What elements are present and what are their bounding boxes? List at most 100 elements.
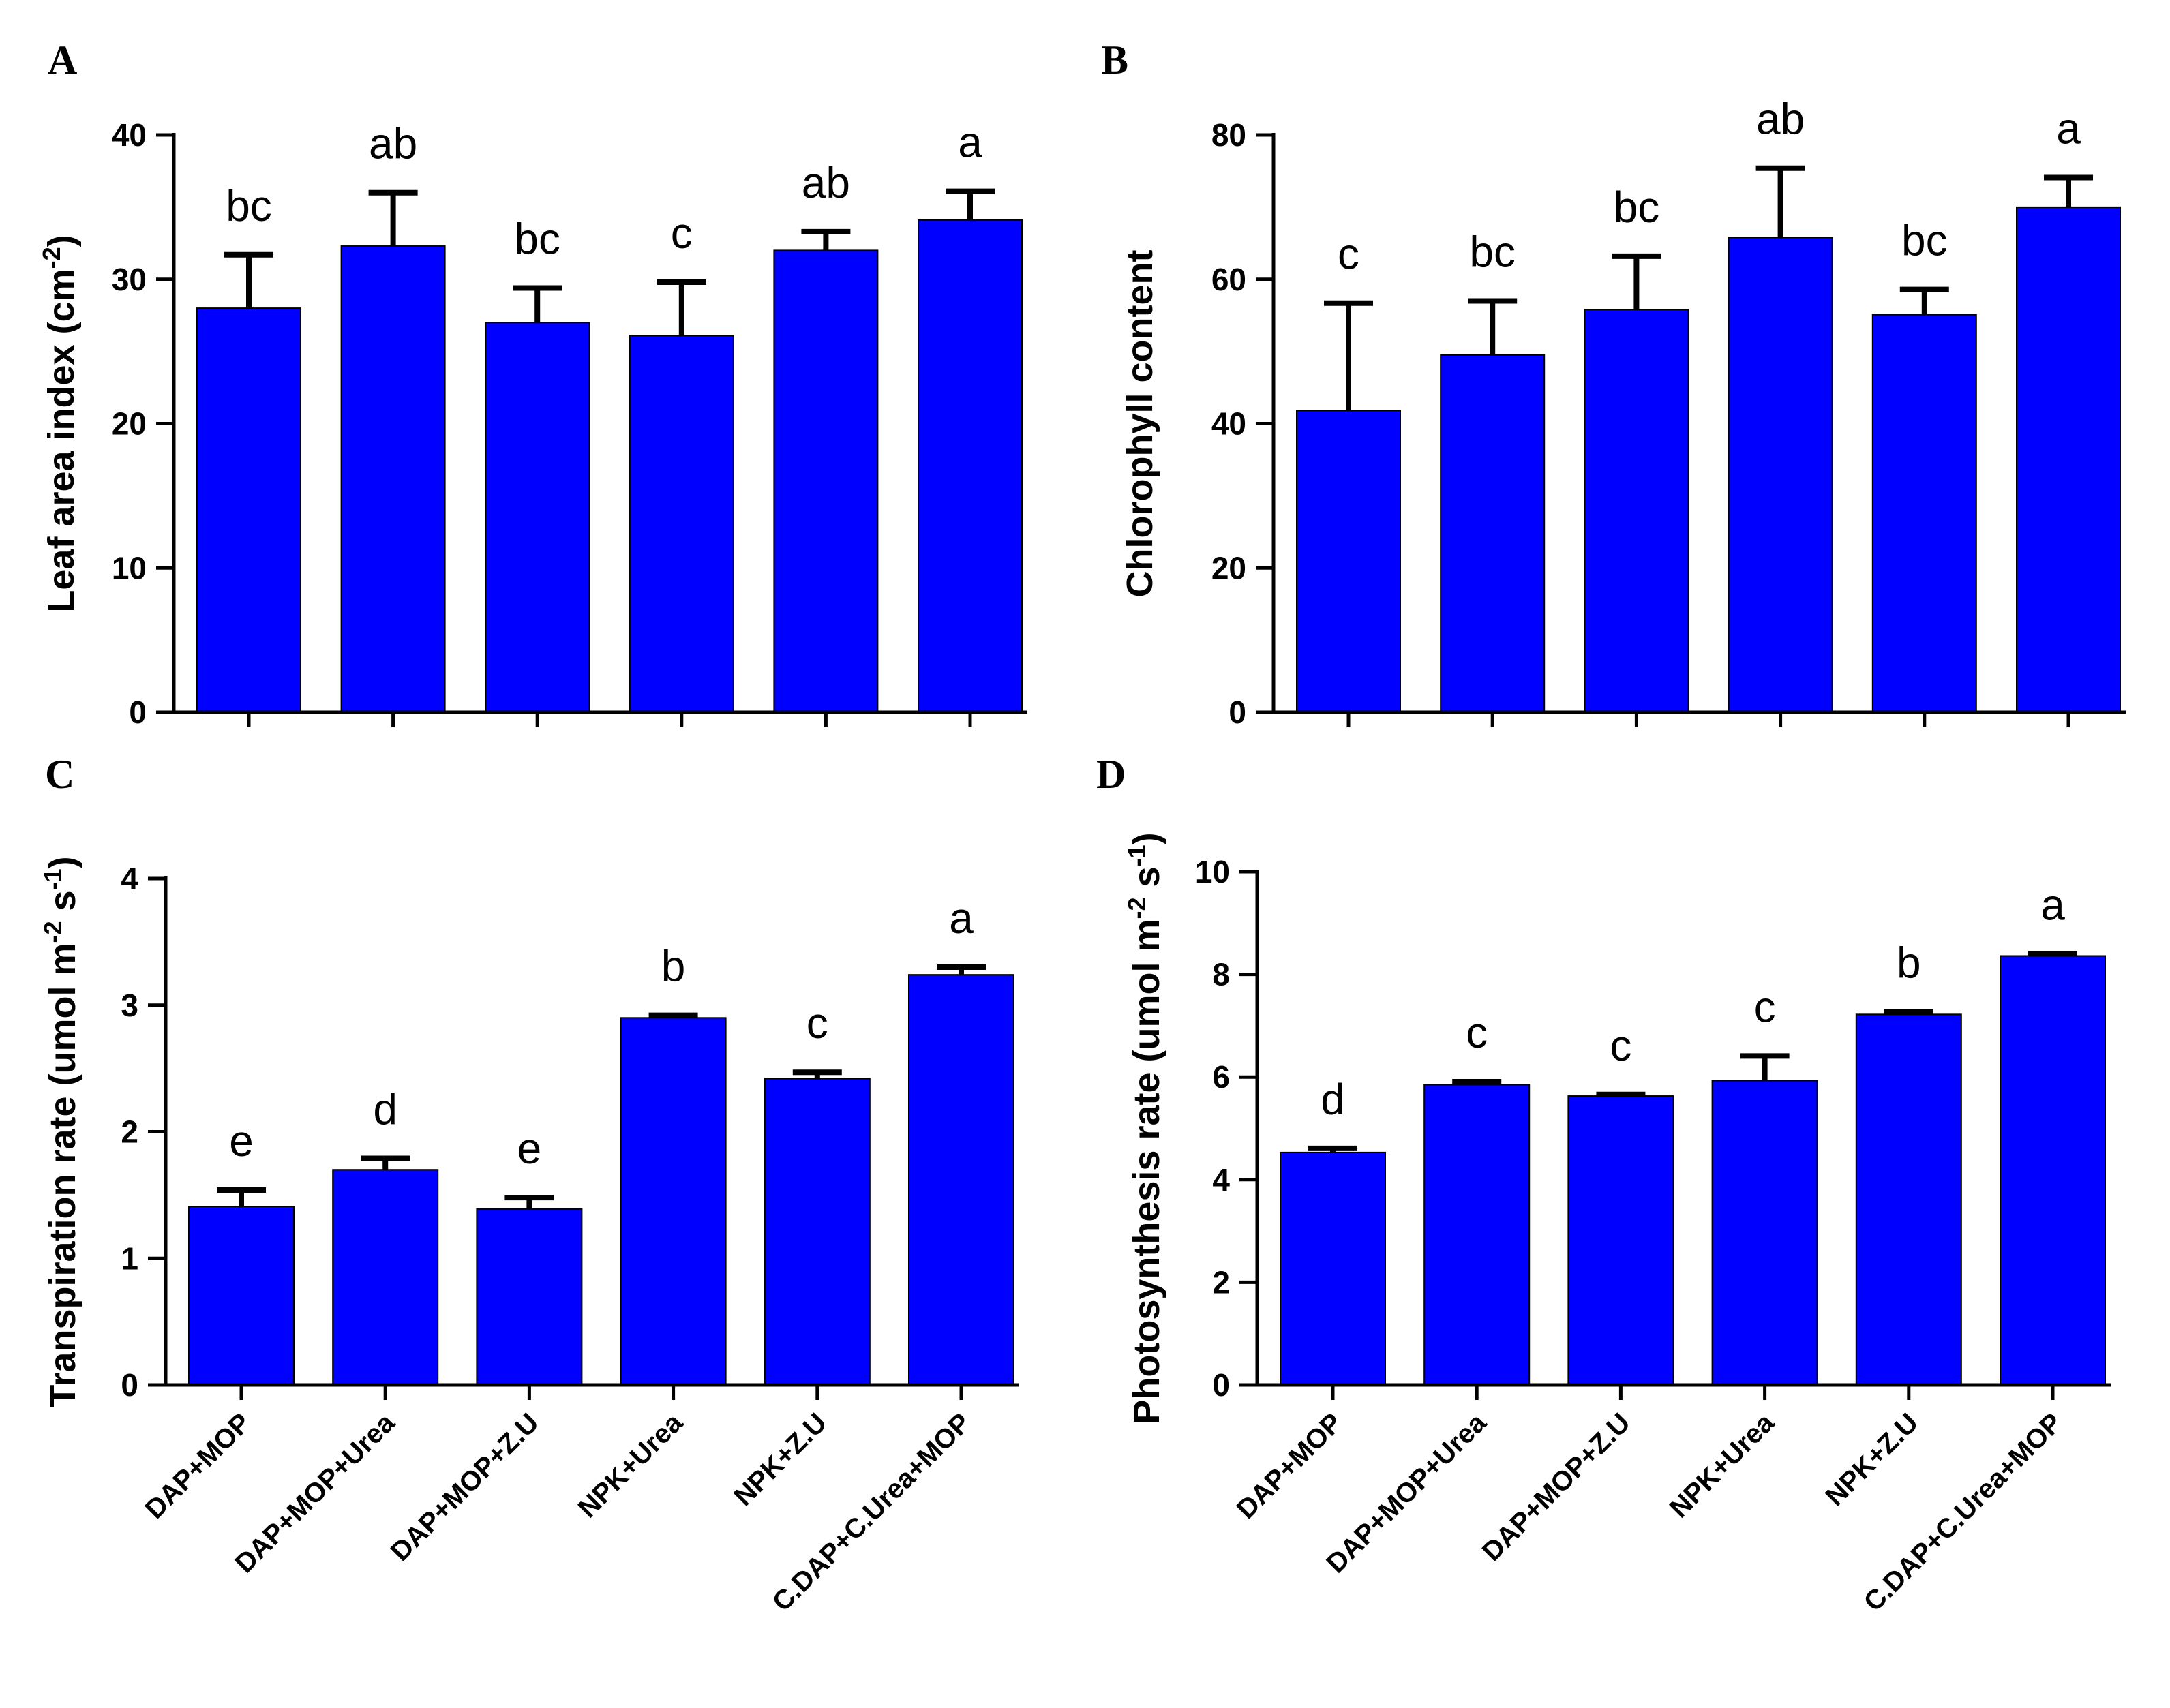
figure: Abcabbc caba010203040Leaf area index (cm-… xyxy=(0,0,2170,1708)
y-tick-label: 20 xyxy=(1211,550,1246,585)
significance-letter: e xyxy=(229,1116,254,1165)
category-label: DAP+MOP+Urea xyxy=(1321,1407,1492,1579)
category-label: DAP+MOP+Urea xyxy=(229,1407,401,1579)
y-tick-label: 2 xyxy=(1212,1264,1230,1300)
panel-A: Abc ab bc c ab a 0 10 20 30 40 Leaf area index (cm-… xyxy=(37,37,1028,730)
category-label: NPK+Urea xyxy=(1664,1407,1781,1524)
significance-letter: a xyxy=(949,894,974,943)
bar xyxy=(189,1206,294,1385)
bar xyxy=(477,1209,582,1385)
significance-letter: bc xyxy=(1469,228,1516,277)
bar xyxy=(2000,956,2105,1385)
y-tick-label: 60 xyxy=(1211,262,1246,297)
y-axis-title: Transpiration rate (umol m-2 s-1) xyxy=(39,856,84,1407)
significance-letter: d xyxy=(1321,1075,1345,1124)
bar xyxy=(1297,410,1400,712)
y-tick-label: 1 xyxy=(121,1240,138,1276)
y-tick-label: 4 xyxy=(121,861,138,896)
y-axis-title-part: Chlorophyll content xyxy=(1119,249,1160,597)
significance-letter: a xyxy=(2056,104,2081,153)
y-tick-label: 40 xyxy=(112,117,147,153)
significance-letter: d xyxy=(373,1085,397,1134)
panel-B: Bc bc bc ab bc a 0 20 40 60 80 Chlorophyll content xyxy=(1101,37,2126,730)
significance-letter: b xyxy=(661,942,686,991)
y-tick-label: 0 xyxy=(129,695,147,730)
bar xyxy=(1568,1096,1673,1385)
category-label: DAP+MOP xyxy=(1231,1407,1348,1525)
y-tick-label: 3 xyxy=(121,988,138,1023)
panel-D: Dd c c c b a 0 2 4 6 8 10 DAP+MOPDAP+MOP+UreaDAP+MOP… xyxy=(1096,752,2111,1617)
significance-letter: bc xyxy=(514,214,560,263)
y-tick-label: 4 xyxy=(1212,1162,1230,1198)
panel-letter: B xyxy=(1101,37,1128,82)
significance-letter: c xyxy=(807,998,828,1048)
y-axis-title-part: Leaf area index (cm xyxy=(41,269,82,612)
y-tick-label: 20 xyxy=(112,406,147,442)
y-axis-title-part: Photosynthesis rate (umol m xyxy=(1126,919,1167,1424)
y-axis-title-part: Transpiration rate (umol m xyxy=(42,943,83,1407)
category-label: NPK+Z.U xyxy=(728,1407,832,1512)
bar xyxy=(1441,355,1544,712)
bar xyxy=(1713,1080,1818,1385)
bar xyxy=(1873,315,1976,712)
y-tick-label: 0 xyxy=(121,1367,138,1403)
bar xyxy=(197,308,301,712)
y-axis-title-part: ) xyxy=(41,234,82,247)
significance-letter: ab xyxy=(369,119,417,168)
y-axis-title-part: ) xyxy=(1126,832,1167,844)
category-label: NPK+Z.U xyxy=(1820,1407,1924,1512)
bar xyxy=(918,220,1022,712)
y-tick-label: 2 xyxy=(121,1114,138,1150)
y-axis-title-part: s xyxy=(1126,866,1167,897)
significance-letter: bc xyxy=(1614,183,1660,232)
significance-letter: a xyxy=(958,118,982,167)
panel-letter: D xyxy=(1096,752,1126,797)
significance-letter: c xyxy=(671,209,693,258)
bar xyxy=(774,250,877,712)
y-axis-title-superscript: -2 xyxy=(1123,897,1151,919)
y-axis-title: Chlorophyll content xyxy=(1119,249,1160,597)
panel-letter: C xyxy=(45,752,74,797)
y-tick-label: 0 xyxy=(1212,1367,1230,1403)
bar xyxy=(1424,1084,1529,1385)
y-axis-title-superscript: -1 xyxy=(1123,844,1151,866)
y-tick-label: 80 xyxy=(1211,117,1246,153)
y-tick-label: 0 xyxy=(1229,695,1246,730)
category-label: DAP+MOP+Z.U xyxy=(1477,1407,1636,1567)
y-axis-title-part: ) xyxy=(42,856,83,868)
panel-letter: A xyxy=(48,37,77,82)
bar xyxy=(1856,1014,1961,1385)
bar xyxy=(333,1170,438,1385)
y-tick-label: 40 xyxy=(1211,406,1246,442)
bar xyxy=(765,1078,870,1385)
bar xyxy=(1584,309,1688,712)
y-axis-title: Photosynthesis rate (umol m-2 s-1) xyxy=(1123,832,1168,1424)
y-axis-title-superscript: -1 xyxy=(39,868,67,890)
significance-letter: b xyxy=(1897,939,1921,988)
bar xyxy=(342,246,445,712)
category-label: NPK+Urea xyxy=(573,1407,689,1524)
significance-letter: a xyxy=(2040,880,2065,929)
y-tick-label: 10 xyxy=(1195,854,1230,889)
bar xyxy=(1280,1153,1385,1385)
significance-letter: c xyxy=(1754,982,1776,1031)
y-axis-title-part: s xyxy=(42,890,83,921)
y-axis-title: Leaf area index (cm-2) xyxy=(37,234,82,612)
significance-letter: bc xyxy=(226,181,272,230)
y-tick-label: 10 xyxy=(112,550,147,585)
significance-letter: bc xyxy=(1901,216,1948,265)
y-axis-title-superscript: -2 xyxy=(39,921,67,943)
bar xyxy=(621,1018,726,1385)
y-tick-label: 8 xyxy=(1212,957,1230,992)
significance-letter: ab xyxy=(1756,95,1805,144)
bar xyxy=(485,322,589,712)
significance-letter: c xyxy=(1610,1021,1631,1070)
bar xyxy=(909,975,1014,1385)
significance-letter: ab xyxy=(802,158,850,207)
significance-letter: c xyxy=(1466,1008,1488,1057)
y-tick-label: 30 xyxy=(112,262,147,297)
category-label: DAP+MOP xyxy=(140,1407,257,1525)
significance-letter: e xyxy=(517,1124,542,1173)
bar xyxy=(2017,207,2120,712)
y-axis-title-superscript: -2 xyxy=(37,247,65,269)
